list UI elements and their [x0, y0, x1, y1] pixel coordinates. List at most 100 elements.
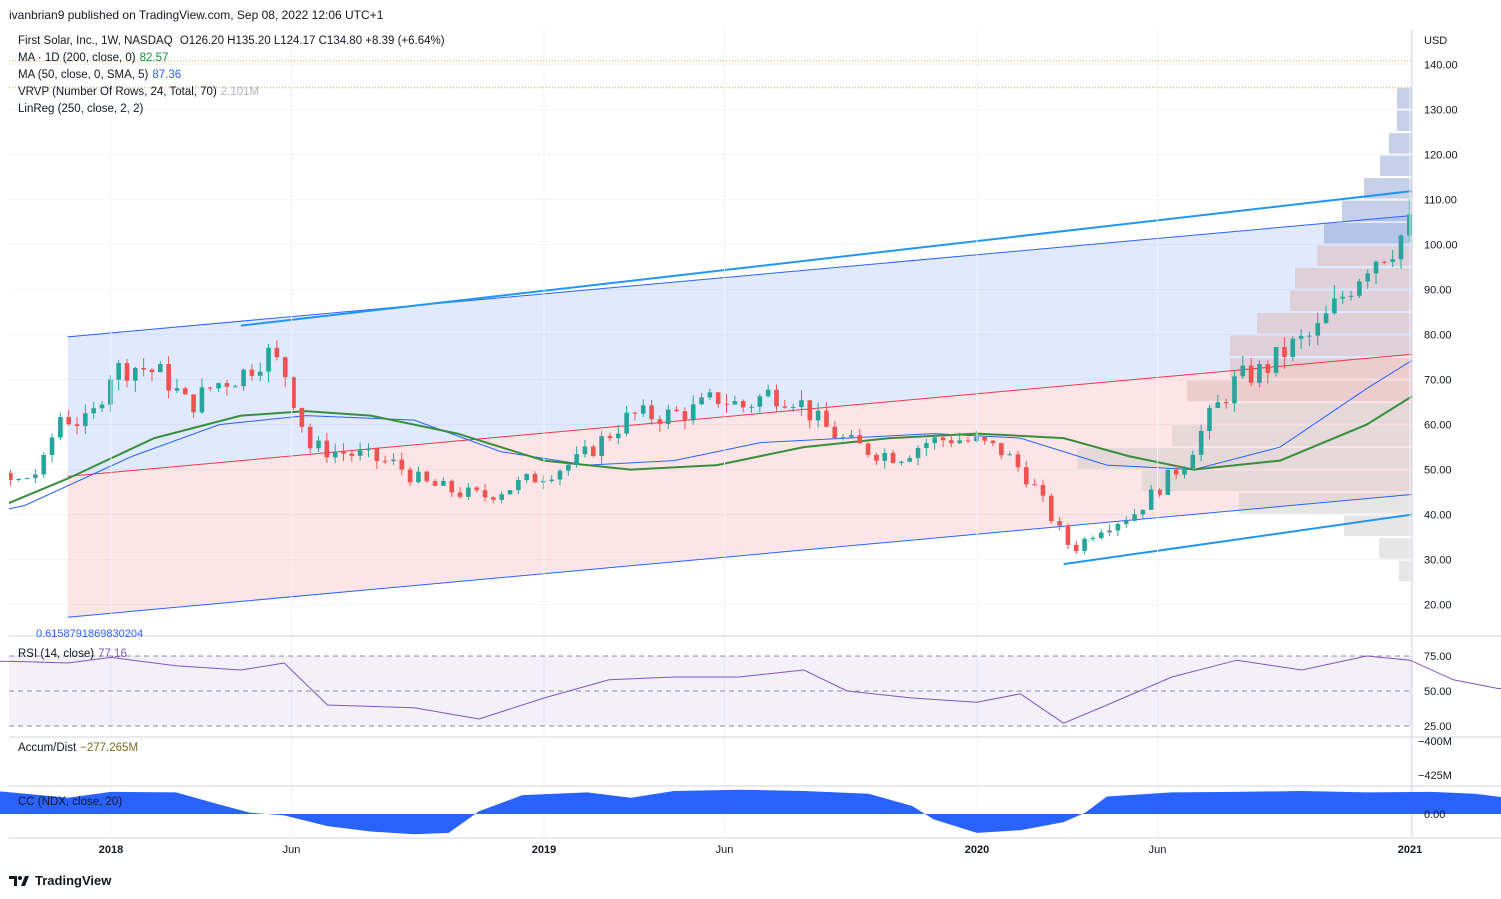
candle-body: [999, 443, 1004, 456]
candle-body: [1373, 261, 1379, 274]
candle-body: [207, 387, 213, 389]
candle-body: [1190, 454, 1196, 469]
candle-body: [665, 409, 671, 424]
candle-body: [832, 426, 838, 439]
candle-body: [507, 490, 513, 495]
candle-body: [790, 407, 796, 409]
candle-body: [141, 367, 146, 370]
linreg-upper-line: [67, 214, 1412, 338]
volume-profile-bar: [1397, 88, 1412, 109]
volume-profile-bar: [1142, 470, 1412, 492]
candle-body: [491, 497, 496, 500]
candle-body: [1407, 214, 1412, 236]
candle-body: [1390, 259, 1395, 262]
candle-body: [1298, 335, 1304, 339]
candle-body: [1173, 469, 1179, 475]
currency-label: USD: [1424, 35, 1447, 47]
candle-body: [1157, 489, 1162, 495]
candle-body: [1123, 520, 1129, 524]
candle-body: [457, 492, 463, 497]
candle-body: [799, 400, 804, 408]
candle-body: [740, 401, 746, 408]
tradingview-logo[interactable]: TradingView: [9, 873, 111, 888]
candle-body: [241, 369, 246, 387]
candle-body: [940, 437, 946, 441]
price-tick-label: 50.00: [1424, 465, 1452, 477]
candle-body: [682, 411, 688, 421]
candle-body: [1474, 290, 1479, 320]
ma200-legend[interactable]: MA · 1D (200, close, 0) 82.57: [18, 52, 168, 64]
linreg-legend[interactable]: LinReg (250, close, 2, 2): [18, 103, 143, 115]
candle-body: [1257, 364, 1262, 383]
candle-body: [882, 452, 888, 461]
ad-legend[interactable]: Accum/Dist −277.265M: [18, 742, 138, 754]
candle-body: [499, 494, 504, 500]
cc-label: CC (NDX, close, 20): [18, 796, 123, 808]
cc-legend[interactable]: CC (NDX, close, 20): [18, 796, 122, 808]
candle-body: [399, 459, 405, 470]
candle-body: [566, 464, 571, 471]
time-axis-label: Jun: [283, 844, 301, 856]
candle-body: [1290, 338, 1296, 357]
candle-body: [890, 452, 896, 463]
candle-body: [1482, 320, 1487, 325]
candle-body: [532, 474, 538, 483]
candle-body: [1032, 484, 1037, 486]
candle-body: [732, 401, 738, 405]
candle-body: [324, 440, 330, 458]
candle-body: [1323, 313, 1329, 324]
volume-profile-bar: [1209, 403, 1412, 424]
candle-body: [416, 471, 421, 483]
volume-profile-bar: [1324, 223, 1412, 244]
candle-body: [699, 397, 704, 405]
symbol-legend: First Solar, Inc., 1W, NASDAQ O126.20 H1…: [18, 35, 445, 47]
candle-body: [899, 461, 904, 463]
ma200-line: [9, 395, 1412, 505]
time-axis-label: 2018: [99, 844, 123, 856]
candle-body: [757, 396, 763, 407]
candle-body: [624, 412, 629, 434]
candle-body: [865, 443, 871, 455]
candle-body: [1240, 365, 1246, 377]
price-tick-label: 140.00: [1424, 60, 1458, 72]
candle-body: [715, 392, 721, 405]
rsi-tick-label: 25.00: [1424, 721, 1452, 733]
candle-body: [707, 392, 713, 398]
linreg-label: LinReg (250, close, 2, 2): [18, 103, 144, 115]
volume-profile-bar: [1257, 313, 1412, 334]
pearson-value: 0.6158791869830204: [36, 628, 144, 640]
vrvp-legend[interactable]: VRVP (Number Of Rows, 24, Total, 70) 2.10…: [18, 86, 259, 98]
candle-body: [49, 437, 55, 455]
volume-profile-bar: [1077, 448, 1412, 469]
candle-body: [0, 473, 4, 485]
price-tick-label: 90.00: [1424, 285, 1452, 297]
volume-profile-bar: [1344, 515, 1412, 537]
candle-body: [83, 413, 88, 426]
vrvp-value: 2.101M: [220, 86, 260, 98]
candle-body: [907, 458, 913, 462]
rsi-value: 77.16: [98, 648, 127, 660]
candle-body: [1490, 325, 1495, 357]
price-tick-label: 130.00: [1424, 105, 1458, 117]
candle-body: [482, 490, 488, 498]
candle-body: [815, 410, 821, 421]
candle-body: [1348, 295, 1354, 297]
ad-tick-label: −400M: [1418, 736, 1452, 748]
candle-body: [924, 443, 929, 448]
candle-body: [191, 394, 196, 413]
rsi-legend[interactable]: RSI (14, close) 77.16: [18, 648, 127, 660]
candle-body: [1357, 281, 1362, 296]
ma50-line: [9, 359, 1412, 510]
candle-body: [1107, 530, 1112, 533]
candle-body: [874, 454, 879, 461]
candle-body: [257, 371, 263, 376]
candle-body: [149, 369, 155, 373]
candle-body: [66, 417, 71, 425]
ma50-legend[interactable]: MA (50, close, 0, SMA, 5) 87.36: [18, 69, 181, 81]
candle-body: [33, 474, 38, 479]
candle-body: [366, 448, 371, 451]
candle-body: [1165, 469, 1171, 495]
candle-body: [316, 440, 321, 449]
candle-body: [41, 454, 47, 475]
